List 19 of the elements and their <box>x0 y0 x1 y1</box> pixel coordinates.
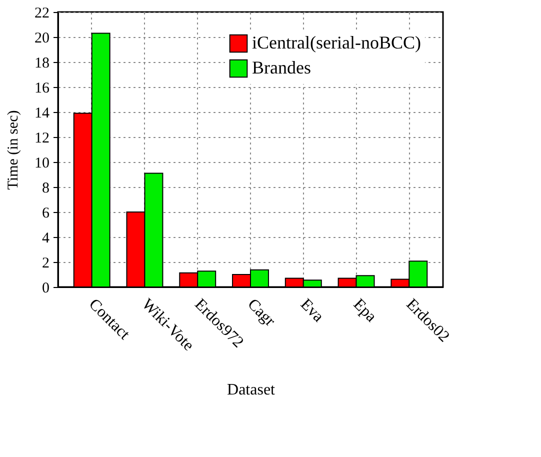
y-tick-label: 14 <box>34 106 50 122</box>
x-axis-title: Dataset <box>227 382 276 399</box>
x-tick-label: Epa <box>350 296 380 326</box>
y-tick-label: 4 <box>42 230 50 246</box>
y-tick-label: 12 <box>34 130 50 146</box>
y-tick-label: 8 <box>42 180 50 196</box>
y-tick-label: 2 <box>42 256 50 272</box>
legend-label: Brandes <box>252 58 311 78</box>
y-tick-label: 22 <box>34 6 50 22</box>
y-axis-title: Time (in sec) <box>6 110 22 190</box>
y-tick-label: 10 <box>34 156 50 172</box>
y-tick-label: 16 <box>34 80 50 96</box>
y-tick-label: 0 <box>42 280 50 296</box>
y-tick-label: 6 <box>42 206 50 222</box>
x-tick-label: Cagr <box>244 296 279 330</box>
x-tick-label: Eva <box>297 296 327 326</box>
y-tick-label: 18 <box>34 56 50 72</box>
y-tick-label: 20 <box>34 30 50 46</box>
legend-label: iCentral(serial-noBCC) <box>252 32 421 52</box>
